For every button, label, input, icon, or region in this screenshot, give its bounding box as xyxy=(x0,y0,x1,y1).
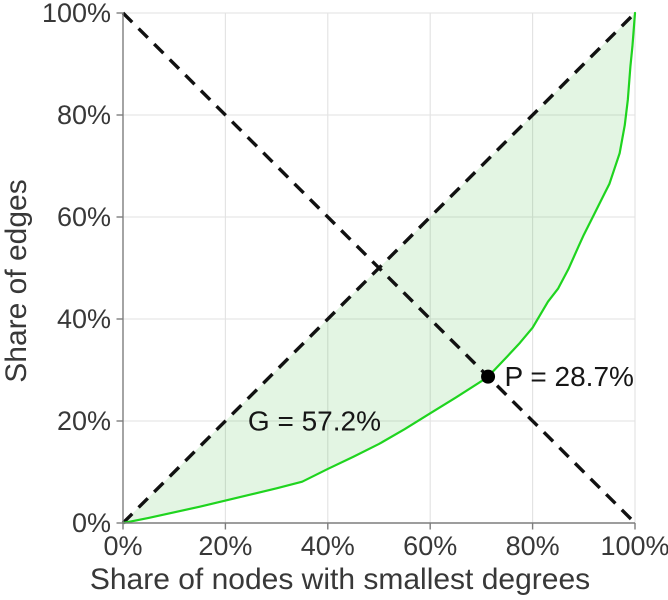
reference-lines-layer xyxy=(121,11,637,525)
y-tick-label: 60% xyxy=(57,202,111,232)
x-tick-label: 100% xyxy=(600,531,668,561)
x-tick-label: 0% xyxy=(103,531,142,561)
series-layer xyxy=(121,11,637,525)
x-tick-label: 20% xyxy=(198,531,252,561)
lorenz-curve-line xyxy=(121,11,637,525)
intersection-point-dot xyxy=(481,369,496,384)
y-tick-label: 20% xyxy=(57,406,111,436)
y-axis-label: Share of edges xyxy=(0,179,33,383)
ticks-layer xyxy=(116,12,636,530)
anti-diagonal-line xyxy=(121,11,637,525)
annotation-gini-value: G = 57.2% xyxy=(248,406,381,437)
annotation-p-value: P = 28.7% xyxy=(504,361,633,392)
tick-labels-layer: 0% 20% 40% 60% 80% 100% 0% 20% 40% 60% 80% 100% xyxy=(42,0,668,561)
x-tick-label: 80% xyxy=(506,531,560,561)
x-axis-label: Share of nodes with smallest degrees xyxy=(89,563,591,596)
y-tick-label: 80% xyxy=(57,100,111,130)
axes-layer xyxy=(122,13,635,524)
y-tick-label: 0% xyxy=(72,508,111,538)
x-tick-label: 40% xyxy=(301,531,355,561)
y-tick-label: 40% xyxy=(57,304,111,334)
grid-layer xyxy=(123,12,636,523)
annotations-layer: G = 57.2% P = 28.7% xyxy=(248,361,634,436)
y-tick-label: 100% xyxy=(42,0,111,28)
x-tick-label: 60% xyxy=(403,531,457,561)
